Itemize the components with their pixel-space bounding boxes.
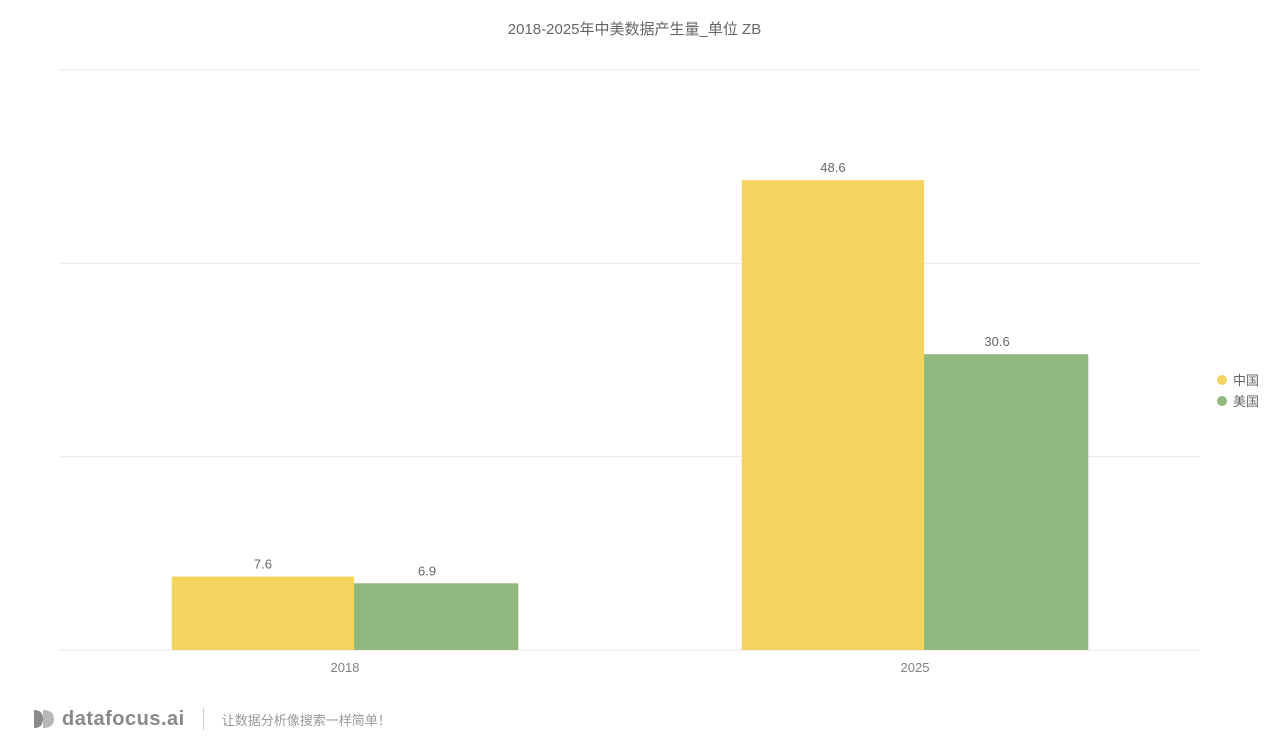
bar-美国-2025[interactable]	[906, 354, 1088, 650]
bar-中国-2018[interactable]	[172, 577, 354, 650]
legend-label-us: 美国	[1233, 391, 1259, 410]
chart-plot-area: 02040607.66.9201848.630.62025	[60, 60, 1200, 660]
brand-text: datafocus.ai	[62, 708, 185, 731]
bar-label: 30.6	[984, 334, 1009, 349]
brand-icon	[30, 706, 56, 732]
chart-svg: 02040607.66.9201848.630.62025	[60, 60, 1200, 680]
legend-item-us[interactable]: 美国	[1217, 391, 1259, 410]
legend-swatch-us	[1217, 396, 1227, 406]
x-tick-label: 2025	[901, 660, 930, 675]
x-tick-label: 2018	[331, 660, 360, 675]
brand-logo[interactable]: datafocus.ai	[30, 706, 185, 732]
bar-美国-2018[interactable]	[336, 583, 518, 650]
legend-swatch-china	[1217, 375, 1227, 385]
footer-tagline: 让数据分析像搜索一样简单！	[222, 710, 391, 729]
bar-label: 48.6	[820, 160, 845, 175]
footer: datafocus.ai 让数据分析像搜索一样简单！	[30, 706, 391, 732]
legend-label-china: 中国	[1233, 370, 1259, 389]
legend: 中国 美国	[1217, 370, 1259, 412]
bar-label: 6.9	[418, 563, 436, 578]
chart-title: 2018-2025年中美数据产生量_单位 ZB	[0, 18, 1269, 39]
footer-divider	[203, 708, 204, 730]
legend-item-china[interactable]: 中国	[1217, 370, 1259, 389]
bar-label: 7.6	[254, 557, 272, 572]
chart-container: 2018-2025年中美数据产生量_单位 ZB 02040607.66.9201…	[0, 0, 1269, 750]
bar-中国-2025[interactable]	[742, 180, 924, 650]
